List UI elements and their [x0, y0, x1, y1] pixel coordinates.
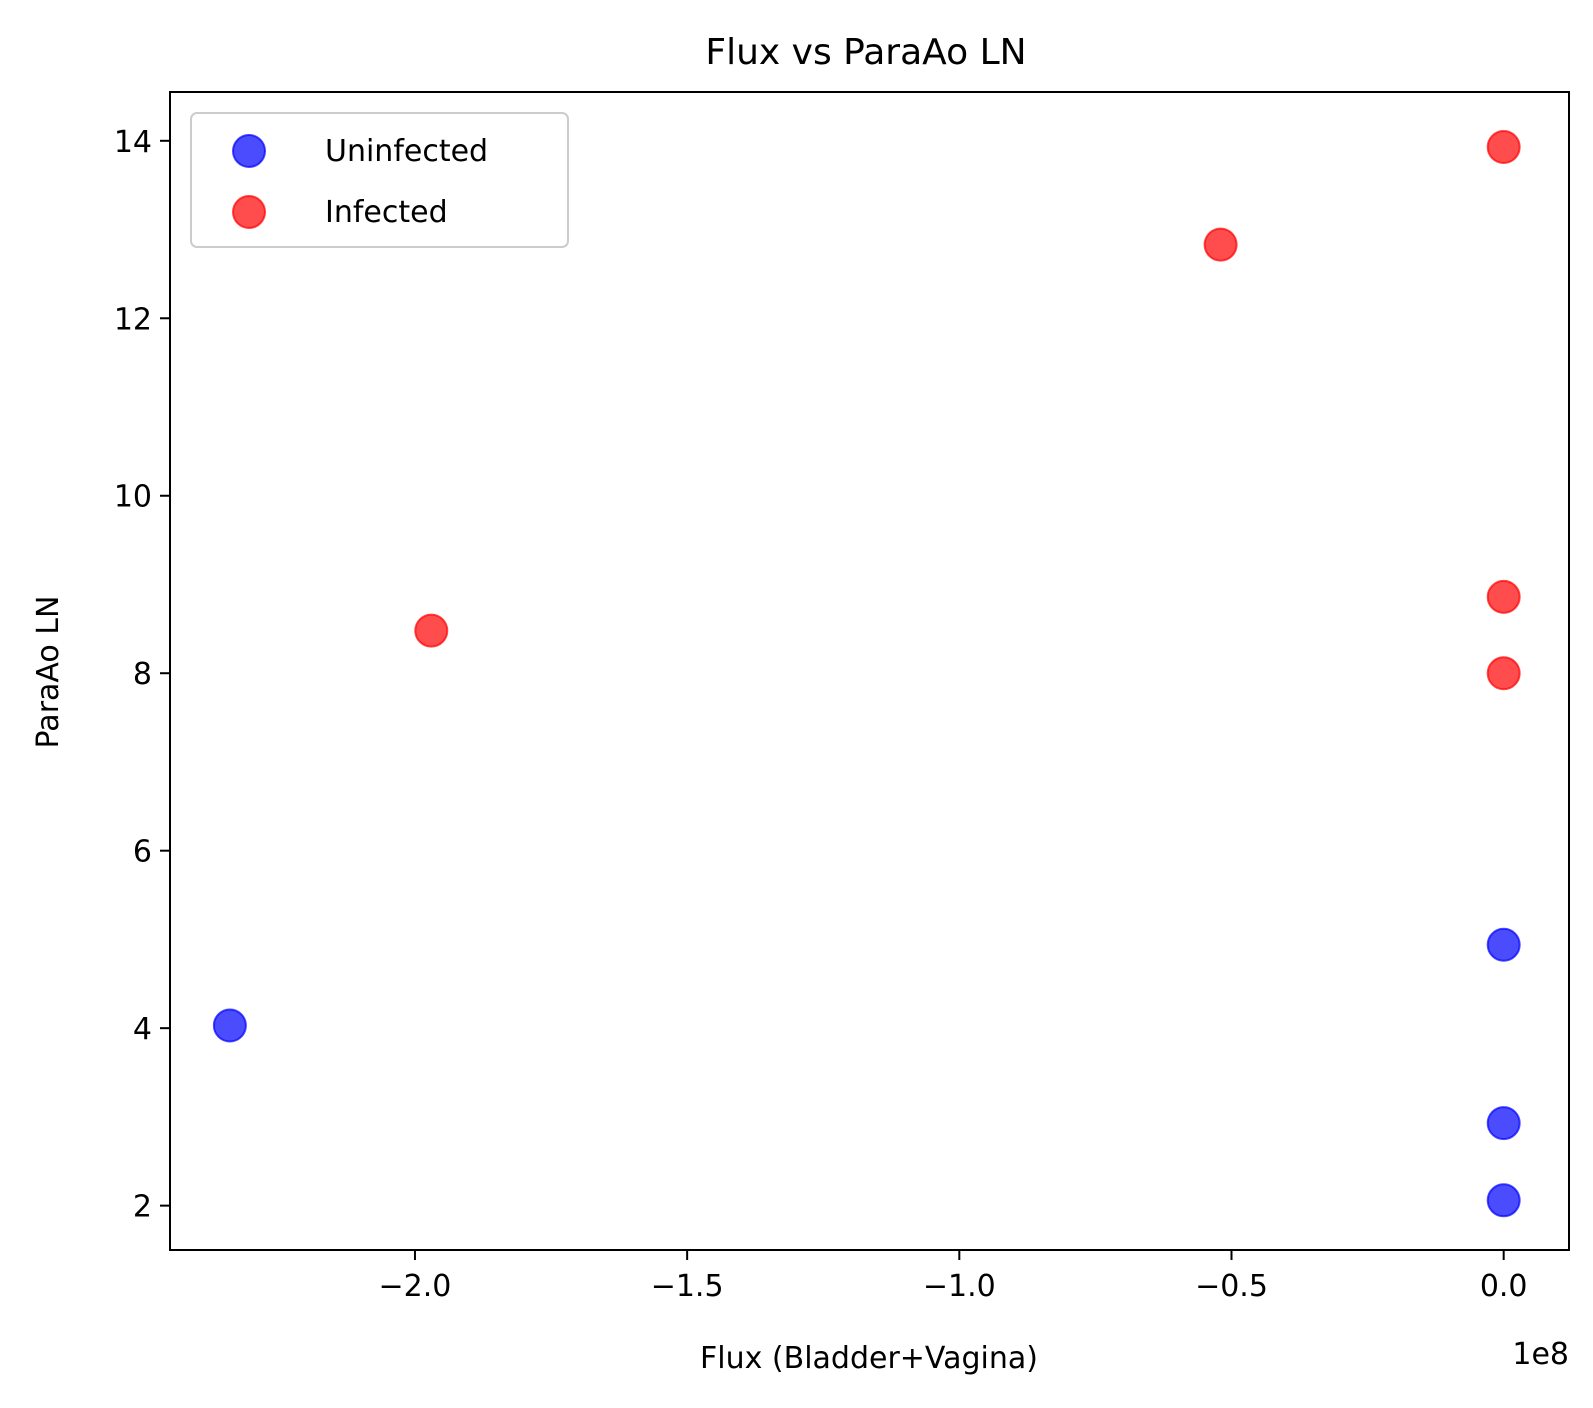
- legend-marker-infected: [232, 195, 266, 229]
- y-axis-label: ParaAo LN: [31, 596, 66, 749]
- y-tick-label: 2: [133, 1190, 152, 1225]
- y-tick-label: 6: [133, 835, 152, 870]
- point-uninfected: [212, 1008, 247, 1043]
- x-tick-label: −1.5: [651, 1269, 724, 1304]
- x-tick-label: −0.5: [1195, 1269, 1268, 1304]
- x-tick-label: −1.0: [923, 1269, 996, 1304]
- chart-title: Flux vs ParaAo LN: [705, 32, 1026, 73]
- point-uninfected: [1486, 927, 1521, 962]
- y-tick-label: 4: [133, 1012, 152, 1047]
- x-axis-offset-label: 1e8: [1512, 1337, 1569, 1372]
- legend-box: [190, 112, 569, 248]
- y-axis: 2 4 6 8 10 12 14: [114, 125, 170, 1225]
- legend-marker-uninfected: [232, 134, 266, 168]
- point-infected: [414, 613, 449, 648]
- y-tick-label: 10: [114, 480, 152, 515]
- x-axis: −2.0 −1.5 −1.0 −0.5 0.0: [379, 1250, 1528, 1304]
- point-infected: [1486, 579, 1521, 614]
- plot-frame: [169, 91, 1570, 1251]
- point-infected: [1486, 130, 1521, 165]
- x-axis-label: Flux (Bladder+Vagina): [700, 1341, 1038, 1376]
- legend: Uninfected Infected: [190, 112, 569, 248]
- legend-label-infected: Infected: [325, 195, 448, 230]
- point-infected: [1486, 656, 1521, 691]
- y-tick-label: 12: [114, 302, 152, 337]
- y-tick-label: 14: [114, 125, 152, 160]
- x-tick-label: 0.0: [1480, 1269, 1528, 1304]
- data-points: [212, 130, 1521, 1218]
- point-infected: [1203, 227, 1238, 262]
- point-uninfected: [1486, 1106, 1521, 1141]
- legend-label-uninfected: Uninfected: [325, 134, 488, 169]
- point-uninfected: [1486, 1183, 1521, 1218]
- x-tick-label: −2.0: [379, 1269, 452, 1304]
- y-tick-label: 8: [133, 657, 152, 692]
